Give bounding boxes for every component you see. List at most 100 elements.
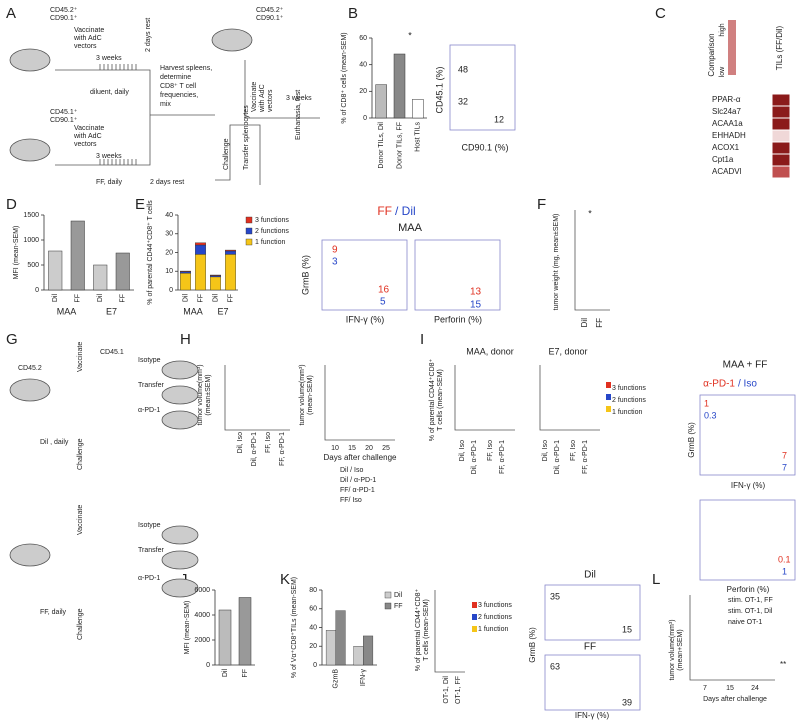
label: α-PD-1 — [138, 575, 160, 582]
mouse — [161, 360, 199, 380]
timeline — [215, 124, 261, 185]
label: 63 — [550, 661, 560, 671]
label: Transfer — [138, 547, 164, 554]
label: 3 — [332, 257, 338, 268]
label: Isotype — [138, 357, 161, 364]
label: CD90.1⁺ — [256, 15, 284, 22]
label: Dil, α-PD-1 — [554, 440, 561, 474]
x-tick-label: FF — [120, 294, 127, 303]
label: 15 — [470, 300, 482, 311]
legend-swatch — [245, 216, 253, 224]
legend-swatch — [472, 626, 477, 632]
y-axis-label: % of parental CD44⁺CD8⁺ T cells — [147, 200, 154, 305]
y-tick-label: 80 — [309, 587, 317, 594]
label: Dil , daily — [40, 439, 69, 446]
label: Dil / Iso — [340, 467, 363, 474]
label: * — [588, 208, 592, 218]
label: Transfer splenocytes — [243, 105, 250, 170]
label: FF, α-PD-1 — [499, 440, 506, 474]
axis — [574, 210, 610, 311]
flow-plot — [544, 654, 641, 711]
y-tick-label: 20 — [359, 88, 367, 95]
label: Challenge — [223, 138, 230, 170]
label: frequencies, — [160, 92, 198, 99]
bar — [218, 609, 232, 666]
label: 0.1 — [778, 554, 791, 564]
panel-letter: C — [655, 5, 666, 22]
group-label: MAA — [57, 306, 77, 316]
y-tick-label: 60 — [309, 606, 317, 613]
y-tick-label: 0 — [35, 287, 39, 294]
y-tick-label: 1000 — [23, 237, 39, 244]
label: Dil, Iso — [459, 440, 466, 462]
flow-plot — [414, 239, 501, 311]
label: 9 — [332, 245, 338, 256]
label: % of parental CD44⁺CD8⁺ — [415, 588, 422, 671]
axis — [454, 365, 515, 431]
label: IFN-γ (%) — [731, 481, 766, 490]
label: vectors — [74, 43, 97, 50]
label: α-PD-1 — [138, 407, 160, 414]
label: 48 — [458, 64, 468, 74]
label: Euthanasia, test — [295, 90, 302, 140]
y-tick-label: 0 — [313, 662, 317, 669]
label: 2 functions — [478, 614, 512, 621]
label: CD45.2 — [18, 365, 42, 372]
label: Challenge — [77, 608, 84, 640]
label: Cpt1a — [712, 155, 734, 164]
x-tick-label: Dil — [212, 294, 219, 303]
label: 10 — [331, 445, 339, 452]
flow-plot — [449, 44, 516, 131]
label: / Dil — [395, 204, 416, 218]
label: EHHADH — [712, 131, 746, 140]
x-tick-label: Dil — [52, 294, 59, 303]
bar — [335, 610, 346, 666]
label: FF, Iso — [570, 440, 577, 461]
label: FF/ α-PD-1 — [340, 487, 375, 494]
x-tick-label: Dil — [222, 669, 229, 678]
flow-plot — [544, 584, 641, 641]
label: ACAA1a — [712, 119, 743, 128]
y-tick-label: 0 — [206, 662, 210, 669]
label: tumor volume(mm³) — [299, 364, 306, 425]
bar — [325, 630, 336, 666]
label: Harvest spleens, — [160, 65, 212, 72]
x-tick-label: FF — [197, 294, 204, 303]
label: * — [408, 30, 412, 40]
label: vectors — [267, 89, 274, 112]
label: OT-1, Dil — [443, 676, 450, 704]
label: 3 weeks — [96, 55, 122, 62]
label: Vaccinate — [74, 27, 104, 34]
label: 32 — [458, 96, 468, 106]
label: CD90.1⁺ — [50, 15, 78, 22]
label: 12 — [494, 114, 504, 124]
label: ** — [780, 660, 786, 669]
flow-plot — [699, 394, 796, 476]
x-tick-label: Host TILs — [415, 122, 422, 152]
label: Dil, α-PD-1 — [251, 432, 258, 466]
heatmap-cell — [771, 153, 791, 167]
y-tick-label: 0 — [363, 115, 367, 122]
label: low — [719, 66, 726, 77]
label: GrmB (%) — [528, 627, 537, 663]
legend-swatch — [606, 382, 611, 388]
bar — [195, 254, 206, 291]
panel-letter: D — [6, 196, 17, 213]
label: stim. OT-1, Dil — [728, 608, 773, 615]
label: (mean+SEM) — [677, 629, 684, 670]
y-tick-label: 4000 — [194, 612, 210, 619]
label: 2 functions — [612, 397, 646, 404]
bar — [195, 244, 206, 255]
bar — [93, 264, 108, 291]
label: GrmB (%) — [300, 255, 310, 295]
mouse — [211, 28, 253, 52]
x-tick-label: GzmB — [333, 669, 340, 689]
panel-letter: H — [180, 331, 191, 348]
panel-letter: G — [6, 331, 18, 348]
y-tick-label: 500 — [27, 262, 39, 269]
axis — [434, 590, 465, 673]
bar — [375, 84, 387, 119]
label: FF, daily — [40, 609, 67, 616]
label: CD45.1⁺ — [50, 109, 78, 116]
